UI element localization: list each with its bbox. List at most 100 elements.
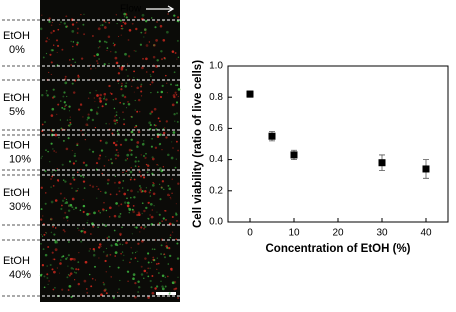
cell	[112, 296, 115, 299]
cell	[137, 191, 139, 193]
cell	[136, 86, 139, 90]
cell	[159, 95, 163, 99]
cell	[167, 185, 170, 187]
cell	[147, 296, 150, 299]
cell	[115, 111, 118, 114]
cell	[83, 13, 85, 16]
cell	[64, 81, 68, 85]
cell	[46, 37, 48, 39]
cell	[116, 23, 118, 25]
cell	[67, 137, 70, 140]
cell	[134, 109, 136, 111]
cell	[110, 158, 113, 161]
cell	[114, 153, 118, 157]
cell	[83, 187, 86, 189]
cell	[97, 188, 100, 190]
cell	[143, 209, 146, 213]
cell	[82, 204, 86, 208]
cell	[121, 94, 125, 97]
cell	[41, 264, 45, 267]
cell	[134, 126, 136, 129]
cell	[123, 95, 127, 99]
cell	[127, 55, 131, 58]
cell	[157, 262, 160, 265]
cell	[139, 43, 143, 46]
cell	[119, 143, 123, 146]
cell	[97, 106, 100, 109]
cell	[110, 276, 112, 278]
cell	[137, 285, 141, 289]
cell	[89, 248, 91, 250]
cell	[42, 235, 44, 237]
cell	[123, 118, 125, 121]
cell	[103, 165, 106, 167]
cell	[44, 202, 47, 205]
cell	[62, 139, 65, 142]
cell	[142, 57, 144, 60]
cell	[117, 266, 120, 269]
cell	[155, 39, 158, 42]
cell	[173, 14, 176, 17]
cell	[149, 112, 152, 115]
cell	[62, 229, 65, 232]
cell	[151, 137, 153, 140]
data-point	[268, 132, 276, 140]
cell	[127, 39, 130, 41]
x-tick-label: 10	[288, 228, 300, 239]
cell	[72, 268, 75, 270]
cell	[118, 205, 120, 207]
cell	[71, 176, 75, 179]
cell	[45, 92, 47, 94]
cell	[156, 163, 158, 166]
cell	[84, 260, 88, 264]
y-tick-label: 0.6	[209, 123, 223, 134]
cell	[76, 190, 79, 192]
cell	[117, 132, 120, 135]
x-tick-label: 0	[247, 228, 253, 239]
cell	[175, 158, 177, 160]
cell	[51, 21, 53, 24]
cell	[124, 201, 127, 204]
cell	[156, 91, 159, 93]
cell	[176, 219, 178, 222]
cell	[56, 51, 58, 54]
cell	[130, 189, 133, 193]
cell	[128, 208, 132, 211]
cell	[73, 258, 76, 261]
cell	[44, 170, 47, 173]
cell	[111, 162, 113, 164]
cell	[109, 253, 112, 256]
cell	[113, 119, 117, 123]
cell	[40, 208, 43, 211]
cell	[53, 258, 56, 261]
cell	[120, 34, 122, 36]
cell	[136, 144, 138, 147]
cell	[141, 142, 145, 146]
cell	[72, 162, 76, 165]
cell	[41, 14, 43, 16]
cell	[69, 121, 72, 124]
cell	[94, 265, 96, 268]
cell	[96, 60, 98, 62]
cell	[174, 166, 177, 169]
cell	[127, 280, 129, 283]
cell	[148, 41, 151, 43]
cell	[135, 27, 138, 31]
cell	[126, 197, 128, 200]
cell	[126, 63, 129, 65]
cell	[159, 142, 162, 146]
cell	[82, 23, 85, 26]
cell	[145, 206, 148, 210]
flow-label: Flow	[120, 4, 142, 15]
cell	[83, 230, 87, 234]
cell	[105, 98, 108, 101]
cell	[83, 33, 86, 36]
cell	[150, 145, 153, 148]
cell	[58, 272, 61, 274]
cell	[63, 101, 66, 104]
cell	[130, 258, 132, 260]
cell	[121, 251, 124, 253]
cell	[177, 297, 180, 299]
cell	[126, 153, 130, 157]
cell	[104, 259, 107, 263]
